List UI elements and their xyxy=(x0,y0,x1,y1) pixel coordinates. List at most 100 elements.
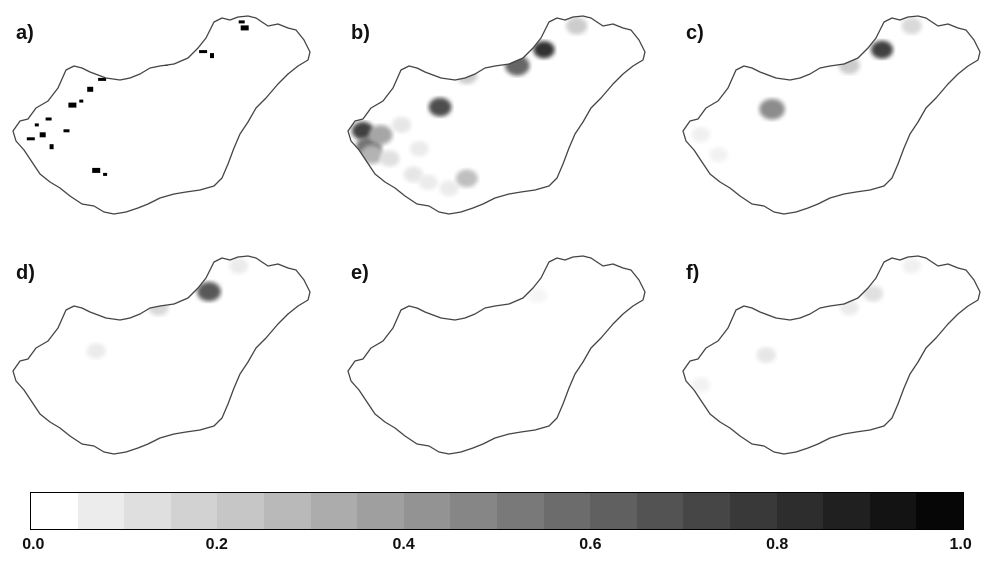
probability-mark-b-3 xyxy=(360,145,384,165)
probability-mark-d-0 xyxy=(86,343,106,359)
country-outline-a xyxy=(12,15,311,215)
hungary-map-d xyxy=(12,255,311,455)
colorbar-segment-18 xyxy=(869,493,917,529)
probability-mark-a-0 xyxy=(34,123,39,127)
probability-mark-a-11 xyxy=(92,167,101,173)
probability-mark-c-2 xyxy=(759,98,785,120)
probability-mark-a-5 xyxy=(68,102,77,108)
map-panel-e: e) xyxy=(343,248,653,473)
probability-mark-a-17 xyxy=(240,25,249,31)
probability-mark-b-5 xyxy=(403,166,423,183)
probability-mark-b-7 xyxy=(418,174,438,191)
colorbar-tick-5: 1.0 xyxy=(949,536,972,553)
map-panel-d: d) xyxy=(8,248,318,473)
probability-mark-a-10 xyxy=(63,129,70,133)
panel-label-c: c) xyxy=(686,22,704,44)
probability-layer-f xyxy=(691,258,921,393)
colorbar-tick-3: 0.6 xyxy=(579,536,602,553)
map-panel-c: c) xyxy=(678,8,987,233)
probability-mark-b-9 xyxy=(409,140,429,157)
probability-mark-b-13 xyxy=(455,169,478,188)
map-panel-a: a) xyxy=(8,8,318,233)
probability-mark-a-1 xyxy=(39,132,46,138)
colorbar-segment-0 xyxy=(31,493,78,529)
probability-mark-c-4 xyxy=(871,40,893,59)
country-fill-f xyxy=(683,256,980,454)
colorbar-segment-7 xyxy=(357,493,404,529)
panel-label-f: f) xyxy=(686,262,700,284)
hungary-map-f xyxy=(682,255,981,455)
colorbar-segment-9 xyxy=(450,493,497,529)
probability-mark-e-0 xyxy=(528,288,548,304)
colorbar-tick-0: 0.0 xyxy=(22,536,45,553)
country-fill-e xyxy=(348,256,645,454)
panel-label-d: d) xyxy=(16,262,35,284)
colorbar-scale xyxy=(30,492,964,530)
country-fill-c xyxy=(683,16,980,214)
probability-mark-d-2 xyxy=(197,281,221,302)
probability-mark-b-8 xyxy=(439,180,459,197)
colorbar-segment-5 xyxy=(263,493,311,529)
probability-mark-b-4 xyxy=(379,150,400,167)
colorbar-segment-3 xyxy=(170,493,218,529)
probability-layer-b xyxy=(351,17,588,197)
probability-mark-b-14 xyxy=(456,66,478,84)
map-panel-b: b) xyxy=(343,8,653,233)
probability-mark-d-3 xyxy=(229,258,249,274)
colorbar-segment-1 xyxy=(77,493,125,529)
country-fill-b xyxy=(348,16,645,214)
colorbar-segment-10 xyxy=(496,493,544,529)
probability-mark-f-1 xyxy=(756,347,776,363)
probability-mark-f-3 xyxy=(863,285,883,302)
colorbar-segment-15 xyxy=(729,493,777,529)
probability-mark-a-14 xyxy=(199,50,208,54)
hungary-map-a xyxy=(12,15,311,215)
probability-mark-b-10 xyxy=(428,97,452,117)
panel-label-a: a) xyxy=(16,22,34,44)
hungary-map-e xyxy=(347,255,646,455)
colorbar-segment-17 xyxy=(823,493,870,529)
probability-layer-c xyxy=(691,17,922,163)
probability-layer-e xyxy=(528,288,548,304)
probability-layer-d xyxy=(86,258,249,359)
probability-mark-a-4 xyxy=(45,117,52,121)
colorbar-segment-19 xyxy=(916,493,963,529)
colorbar-segment-13 xyxy=(636,493,684,529)
panel-label-b: b) xyxy=(351,22,370,44)
probability-mark-a-6 xyxy=(79,99,84,103)
probability-mark-b-15 xyxy=(566,17,588,35)
colorbar-segment-12 xyxy=(590,493,637,529)
probability-mark-c-5 xyxy=(901,17,922,35)
country-outline-d xyxy=(12,255,311,455)
probability-mark-a-7 xyxy=(87,86,94,92)
colorbar-segment-2 xyxy=(124,493,171,529)
colorbar-segment-6 xyxy=(310,493,358,529)
probability-mark-c-0 xyxy=(691,127,711,143)
probability-mark-a-15 xyxy=(210,53,214,59)
probability-mark-a-9 xyxy=(109,68,113,74)
probability-mark-a-2 xyxy=(26,137,35,141)
probability-mark-a-3 xyxy=(49,144,54,150)
country-outline-f xyxy=(682,255,981,455)
probability-mark-a-16 xyxy=(238,20,245,24)
colorbar-segment-16 xyxy=(776,493,824,529)
panel-label-e: e) xyxy=(351,262,369,284)
colorbar-segment-11 xyxy=(543,493,591,529)
country-fill-d xyxy=(13,256,310,454)
country-outline-c xyxy=(682,15,981,215)
probability-mark-f-4 xyxy=(902,258,921,274)
probability-mark-a-8 xyxy=(98,77,107,81)
colorbar-segment-14 xyxy=(683,493,730,529)
probability-mark-b-2 xyxy=(368,125,393,145)
colorbar-segment-4 xyxy=(217,493,264,529)
probability-mark-b-6 xyxy=(391,117,412,133)
probability-mark-f-0 xyxy=(691,377,710,393)
country-fill-a xyxy=(13,16,310,214)
probability-mark-b-11 xyxy=(505,55,530,76)
hungary-map-b xyxy=(347,15,646,215)
colorbar-segment-8 xyxy=(403,493,451,529)
country-outline-e xyxy=(347,255,646,455)
colorbar: 0.0 0.2 0.4 0.6 0.8 1.0 xyxy=(22,492,972,558)
probability-mark-c-1 xyxy=(709,147,728,163)
map-panel-f: f) xyxy=(678,248,987,473)
